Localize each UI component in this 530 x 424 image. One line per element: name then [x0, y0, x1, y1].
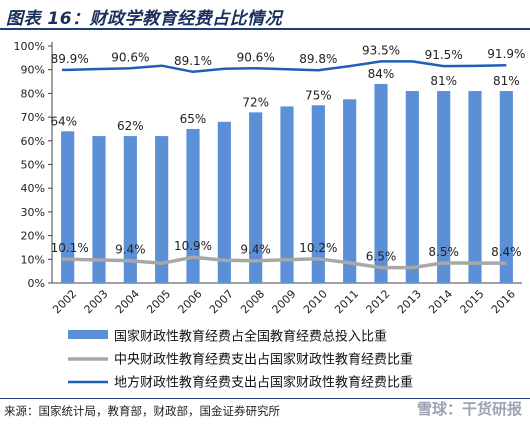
local-data-label: 90.6% — [237, 50, 275, 64]
local-line — [62, 60, 507, 74]
y-tick-label: 60% — [21, 135, 45, 148]
bar-data-label: 62% — [117, 119, 144, 133]
central-data-label: 10.9% — [174, 239, 212, 253]
bar-data-label: 81% — [493, 74, 520, 88]
line-series — [62, 60, 507, 270]
central-line — [62, 255, 507, 270]
x-tick-label: 2011 — [332, 287, 361, 316]
x-tick-label: 2015 — [458, 287, 487, 316]
local-data-label: 89.1% — [174, 54, 212, 68]
central-data-label: 9.4% — [115, 243, 146, 257]
local-data-label: 91.9% — [487, 47, 525, 61]
bar — [343, 99, 357, 283]
bar-data-label: 72% — [242, 95, 269, 109]
central-data-label: 10.2% — [299, 241, 337, 255]
bar — [92, 136, 106, 283]
local-data-label: 93.5% — [362, 43, 400, 57]
bar — [311, 105, 325, 283]
watermark: 雪球：干货研报 — [416, 400, 522, 418]
source-note: 来源：国家统计局，教育部，财政部，国金证券研究所 — [4, 404, 280, 418]
x-tick-label: 2002 — [50, 287, 79, 316]
y-tick-label: 70% — [21, 111, 45, 124]
legend: 国家财政性教育经费占全国教育经费总投入比重中央财政性教育经费支出占国家财政性教育… — [68, 329, 413, 391]
legend-label: 中央财政性教育经费支出占国家财政性教育经费比重 — [114, 352, 413, 368]
central-data-label: 8.5% — [428, 245, 459, 259]
local-data-label: 91.5% — [425, 48, 463, 62]
x-tick-label: 2005 — [144, 287, 173, 316]
bar — [186, 128, 200, 283]
bar-data-label: 65% — [180, 112, 207, 126]
legend-swatch-bar — [68, 330, 108, 339]
central-data-label: 10.1% — [51, 241, 89, 255]
y-tick-label: 40% — [21, 182, 45, 195]
central-data-label: 8.4% — [491, 245, 522, 259]
x-tick-label: 2010 — [301, 287, 330, 316]
chart-title: 图表 16：财政学教育经费占比情况 — [6, 9, 283, 29]
x-tick-label: 2016 — [489, 287, 518, 316]
y-tick-label: 0% — [28, 277, 45, 290]
central-data-label: 6.5% — [366, 250, 397, 264]
bar — [499, 91, 513, 283]
x-tick-label: 2009 — [270, 287, 299, 316]
legend-label: 国家财政性教育经费占全国教育经费总投入比重 — [114, 329, 387, 345]
x-tick-label: 2006 — [176, 287, 205, 316]
bar — [123, 136, 137, 283]
bar — [374, 83, 388, 283]
bar-data-label: 75% — [305, 88, 332, 102]
bar — [468, 91, 482, 283]
bar-data-label: 84% — [368, 67, 395, 81]
y-tick-label: 10% — [21, 253, 45, 266]
x-tick-label: 2008 — [238, 287, 267, 316]
y-tick-label: 90% — [21, 64, 45, 77]
bar — [249, 112, 263, 283]
x-tick-label: 2014 — [426, 287, 455, 316]
x-tick-label: 2013 — [395, 287, 424, 316]
y-tick-label: 50% — [21, 159, 45, 172]
chart-title-bar: 图表 16：财政学教育经费占比情况 — [0, 0, 530, 30]
bar — [280, 106, 294, 283]
bar-series — [61, 83, 513, 283]
y-tick-label: 30% — [21, 206, 45, 219]
y-tick-label: 20% — [21, 230, 45, 243]
bar — [217, 121, 231, 283]
bar — [61, 131, 75, 283]
bar — [405, 91, 419, 283]
local-data-label: 90.6% — [111, 50, 149, 64]
data-labels: 64% 62% 65% 72% 75% 84% 81% 81% 10.1% 9.4% 10.9% 9.… — [50, 43, 525, 263]
x-tick-label: 2012 — [364, 287, 393, 316]
y-tick-label: 80% — [21, 87, 45, 100]
bar — [437, 91, 451, 283]
bar-data-label: 64% — [50, 114, 77, 128]
title-rule — [0, 28, 530, 30]
central-data-label: 9.4% — [240, 243, 271, 257]
x-tick-label: 2004 — [113, 287, 142, 316]
bar-data-label: 81% — [430, 74, 457, 88]
source-rule — [0, 398, 530, 399]
y-tick-label: 100% — [14, 40, 45, 53]
x-tick-label: 2007 — [207, 287, 236, 316]
bar — [155, 136, 169, 283]
local-data-label: 89.8% — [299, 52, 337, 66]
legend-label: 地方财政性教育经费支出占国家财政性教育经费比重 — [114, 375, 413, 391]
local-data-label: 89.9% — [51, 52, 89, 66]
x-tick-label: 2003 — [82, 287, 111, 316]
